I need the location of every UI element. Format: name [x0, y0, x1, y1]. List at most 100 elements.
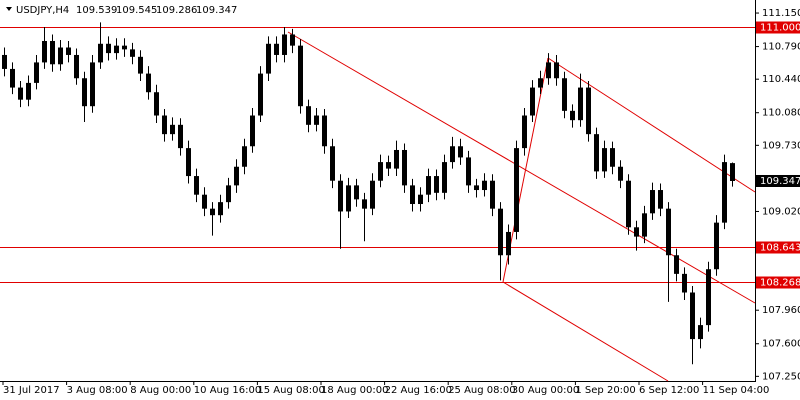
candle-body	[10, 68, 15, 88]
candle-body	[730, 163, 735, 181]
candle-body	[706, 269, 711, 326]
candle-body	[266, 43, 271, 74]
candle-body	[378, 162, 383, 181]
candle-body	[530, 87, 535, 116]
candle-body	[418, 194, 423, 205]
x-tick-label: 22 Aug 16:00	[385, 385, 452, 396]
candle-body	[586, 87, 591, 135]
candle-body	[386, 162, 391, 169]
candle-body	[186, 148, 191, 177]
candle-body	[618, 166, 623, 181]
channel-line	[502, 281, 669, 382]
level-label: 108.643	[760, 243, 800, 254]
candle-body	[162, 115, 167, 135]
candle-body	[258, 73, 263, 116]
candle-body	[498, 208, 503, 256]
x-tick-label: 1 Sep 20:00	[575, 385, 635, 396]
x-tick-label: 6 Sep 12:00	[639, 385, 699, 396]
candle-body	[330, 146, 335, 181]
candle-body	[314, 115, 319, 125]
candle-body	[282, 34, 287, 55]
candle-body	[434, 176, 439, 193]
candle-body	[146, 73, 151, 93]
candle-body	[554, 62, 559, 79]
candle-body	[130, 49, 135, 57]
candle-body	[522, 115, 527, 149]
candle-body	[90, 62, 95, 107]
candle-body	[578, 87, 583, 121]
candle-body	[226, 185, 231, 203]
candle-body	[410, 185, 415, 205]
candle-body	[354, 185, 359, 200]
candle-body	[506, 231, 511, 256]
candle-body	[122, 45, 127, 50]
candle-body	[562, 78, 567, 111]
candle-body	[362, 199, 367, 209]
candle-body	[18, 87, 23, 100]
y-tick-label: 107.250	[762, 371, 800, 382]
candle-body	[306, 106, 311, 125]
x-tick-label: 30 Aug 00:00	[512, 385, 579, 396]
candle-body	[594, 134, 599, 172]
candle-body	[370, 180, 375, 209]
candle-body	[322, 115, 327, 147]
candle-body	[450, 146, 455, 163]
symbol-arrow	[6, 7, 12, 11]
candle-body	[58, 47, 63, 65]
candle-body	[298, 45, 303, 107]
candle-body	[202, 194, 207, 209]
candle-body	[490, 180, 495, 209]
level-label: 108.268	[760, 278, 800, 289]
candle-body	[250, 115, 255, 147]
header-high: 109.545	[116, 5, 157, 16]
candle-body	[674, 255, 679, 274]
candle-body	[602, 148, 607, 172]
candle-body	[394, 149, 399, 169]
x-tick-label: 31 Jul 2017	[3, 385, 60, 396]
candle-body	[402, 149, 407, 186]
header-close: 109.347	[196, 5, 237, 16]
candle-body	[666, 208, 671, 256]
y-tick-label: 110.080	[762, 108, 800, 119]
candle-body	[114, 45, 119, 54]
candle-body	[106, 43, 111, 54]
candle-body	[290, 34, 295, 46]
candle-body	[274, 43, 279, 55]
level-label-box	[756, 241, 800, 254]
candle-body	[690, 292, 695, 340]
candle-body	[338, 180, 343, 212]
candle-body	[610, 148, 615, 167]
last-price-label: 109.347	[760, 176, 800, 187]
x-tick-label: 18 Aug 00:00	[321, 385, 388, 396]
candle-body	[722, 162, 727, 223]
candle-body	[474, 185, 479, 191]
candle-body	[650, 190, 655, 214]
symbol: USDJPY,H4	[16, 5, 69, 16]
candle-body	[682, 273, 687, 293]
x-tick-label: 15 Aug 08:00	[257, 385, 324, 396]
candle-body	[2, 54, 7, 69]
candle-body	[210, 208, 215, 216]
y-tick-label: 110.790	[762, 42, 800, 53]
candle-body	[218, 202, 223, 216]
candle-body	[242, 146, 247, 167]
candle-body	[234, 166, 239, 186]
candle-body	[74, 54, 79, 79]
candle-body	[346, 185, 351, 212]
candle-body	[538, 78, 543, 88]
candle-body	[42, 40, 47, 63]
level-label: 111.000	[760, 23, 800, 34]
candle-body	[426, 176, 431, 195]
candle-body	[570, 110, 575, 121]
y-tick-label: 110.440	[762, 74, 800, 85]
candle-body	[658, 190, 663, 209]
x-tick-label: 8 Aug 00:00	[130, 385, 191, 396]
candle-body	[642, 213, 647, 237]
y-tick-label: 107.960	[762, 305, 800, 316]
candle-body	[546, 62, 551, 79]
candle-body	[458, 146, 463, 158]
candle-body	[26, 82, 31, 100]
level-label-box	[756, 276, 800, 289]
